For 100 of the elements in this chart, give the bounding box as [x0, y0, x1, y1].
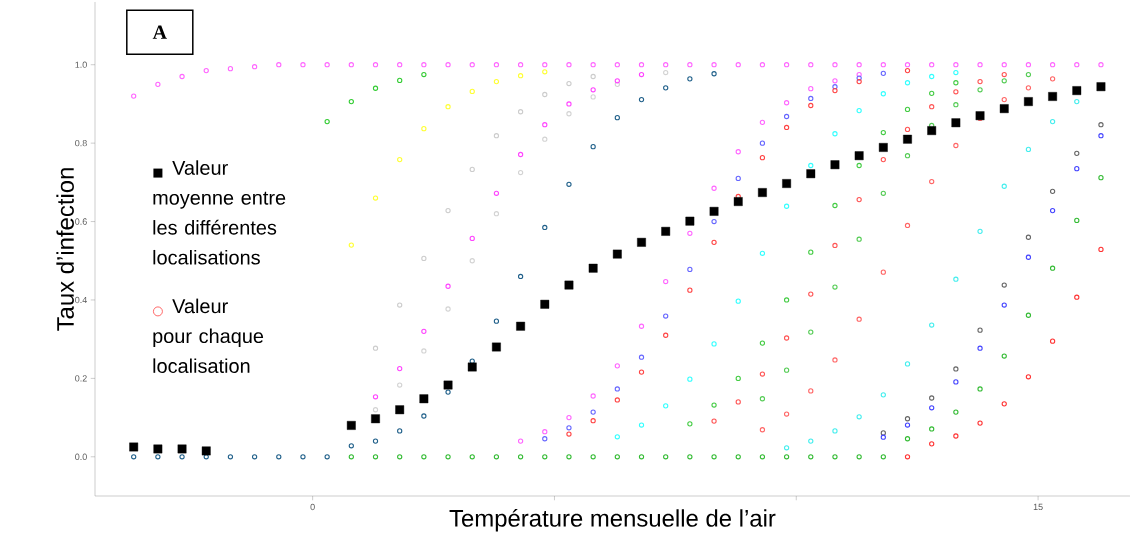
- point: [878, 143, 888, 152]
- point: [977, 386, 983, 392]
- point: [1001, 302, 1007, 308]
- point: [1049, 62, 1056, 68]
- y-tick-label: 1.0: [75, 61, 87, 68]
- point: [832, 428, 838, 434]
- point: [929, 104, 935, 110]
- point: [517, 454, 524, 460]
- point: [419, 394, 429, 404]
- point: [759, 119, 766, 126]
- point: [904, 422, 911, 428]
- point: [711, 71, 717, 77]
- point: [614, 454, 620, 460]
- point: [711, 239, 717, 245]
- point: [977, 87, 983, 93]
- point: [397, 454, 403, 460]
- point: [638, 422, 645, 428]
- point: [904, 153, 911, 159]
- point: [735, 298, 741, 304]
- point: [614, 115, 620, 121]
- point: [1049, 76, 1056, 82]
- point: [806, 169, 816, 179]
- point: [614, 434, 620, 440]
- point: [1024, 97, 1033, 106]
- point: [880, 269, 886, 275]
- point: [590, 87, 596, 93]
- point: [372, 407, 379, 413]
- point: [687, 421, 693, 427]
- point: [953, 69, 959, 76]
- point: [493, 133, 500, 139]
- point: [783, 367, 790, 373]
- point: [372, 345, 379, 351]
- point: [663, 85, 669, 91]
- point: [832, 284, 838, 290]
- point: [759, 250, 766, 256]
- point: [856, 236, 862, 242]
- point: [856, 78, 862, 85]
- point: [588, 263, 598, 273]
- point: [929, 426, 935, 432]
- point: [1048, 92, 1057, 101]
- point: [977, 327, 983, 333]
- point: [1072, 86, 1082, 95]
- y-axis-title: Taux d’infection: [56, 168, 74, 331]
- point: [517, 438, 524, 444]
- point: [467, 362, 477, 372]
- point: [880, 129, 886, 136]
- point: [711, 62, 717, 68]
- point: [832, 242, 838, 249]
- point: [953, 89, 959, 95]
- point: [227, 454, 234, 460]
- point: [493, 62, 500, 68]
- point: [1096, 82, 1106, 92]
- point: [469, 62, 475, 68]
- point: [131, 454, 137, 460]
- point: [687, 376, 693, 382]
- point: [929, 73, 935, 80]
- point: [1025, 254, 1032, 260]
- point: [397, 365, 403, 372]
- point: [517, 73, 524, 79]
- point: [395, 405, 405, 415]
- point: [540, 299, 550, 309]
- point: [1025, 234, 1032, 240]
- point: [276, 62, 282, 68]
- point: [854, 151, 864, 161]
- point: [903, 134, 912, 144]
- point: [566, 111, 572, 117]
- point: [687, 230, 693, 236]
- point: [203, 67, 209, 74]
- point: [904, 62, 911, 68]
- point: [566, 414, 572, 421]
- point: [1098, 62, 1104, 68]
- point: [348, 98, 354, 105]
- point: [711, 218, 717, 225]
- point: [517, 151, 524, 158]
- point: [421, 255, 427, 262]
- point: [348, 443, 354, 449]
- point: [977, 78, 983, 85]
- point: [880, 70, 886, 76]
- point: [542, 91, 548, 98]
- point: [953, 80, 959, 86]
- point: [808, 62, 814, 68]
- point: [566, 431, 572, 437]
- point: [590, 62, 596, 68]
- point: [590, 73, 596, 80]
- point: [929, 395, 935, 401]
- point: [564, 280, 574, 290]
- point: [566, 101, 572, 107]
- y-tick-label: 0.6: [75, 218, 87, 225]
- point: [614, 397, 620, 403]
- point: [663, 313, 669, 319]
- point: [397, 156, 403, 163]
- legend-label: Valeur moyenne entre les différentes localisations: [153, 160, 286, 265]
- point: [759, 155, 766, 161]
- point: [372, 438, 379, 444]
- point: [880, 434, 886, 440]
- point: [735, 62, 741, 68]
- point: [783, 411, 790, 417]
- point: [638, 354, 645, 360]
- point: [421, 348, 427, 354]
- point: [977, 345, 983, 351]
